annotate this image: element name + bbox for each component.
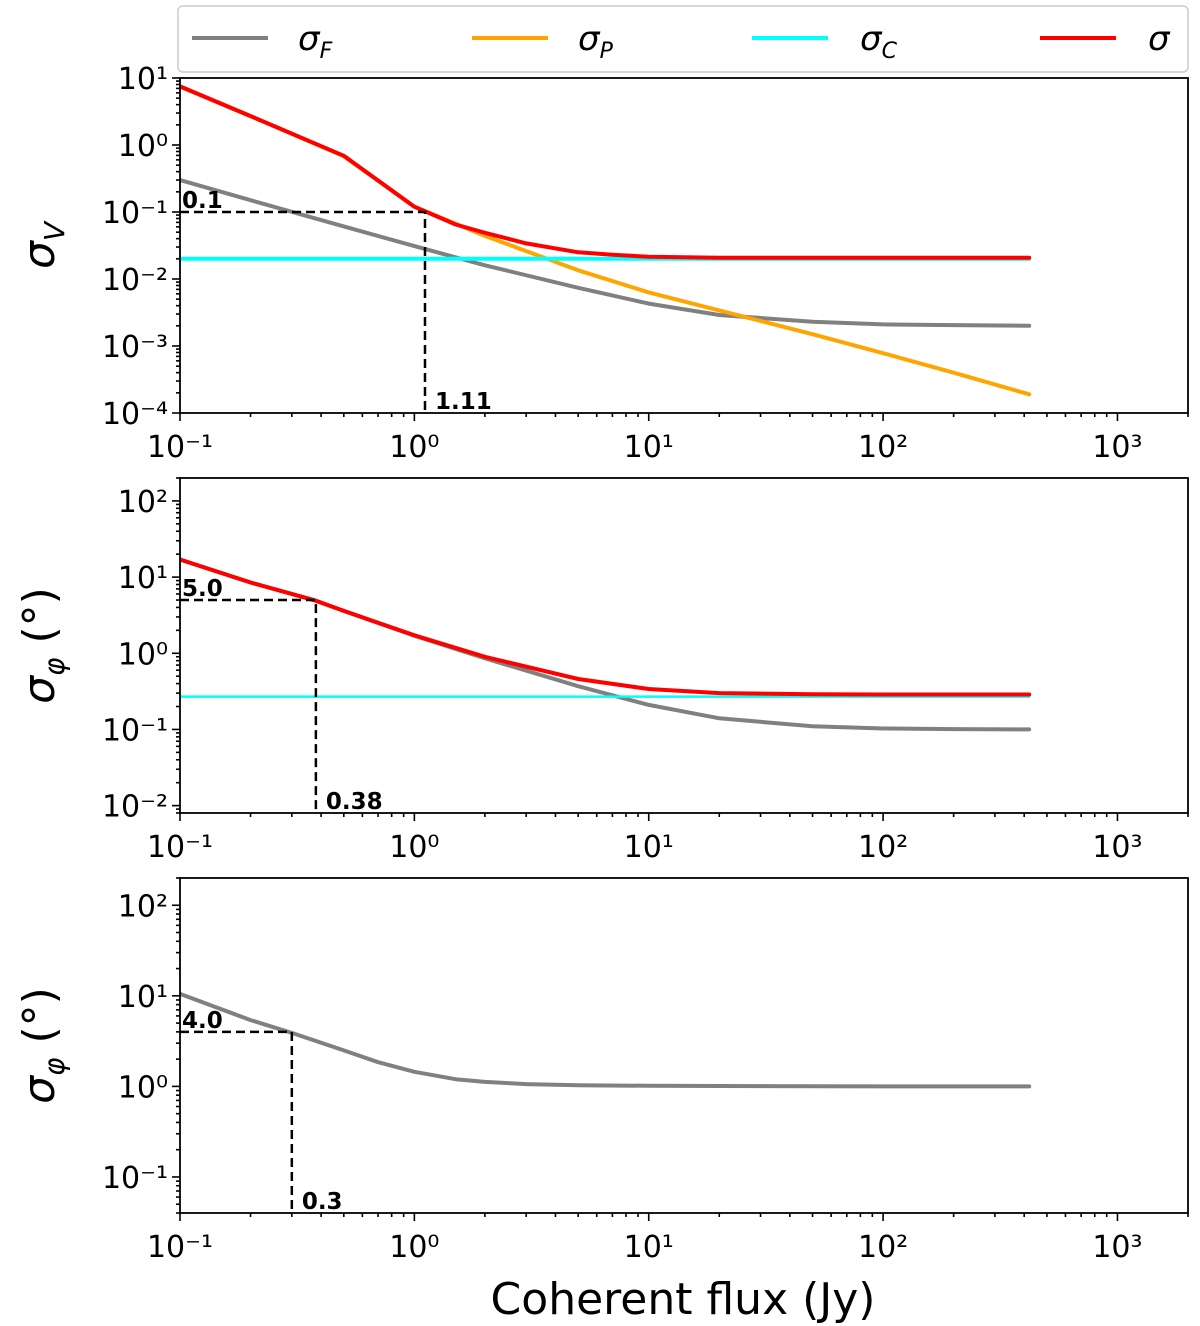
x-tick-label: 10¹ xyxy=(624,830,674,865)
y-tick-label: 10¹ xyxy=(118,980,168,1015)
x-tick-label: 10² xyxy=(858,830,908,865)
x-tick-label: 10⁻¹ xyxy=(147,1230,213,1265)
legend: σF σP σC σ xyxy=(177,5,1189,73)
x-axis-label: Coherent flux (Jy) xyxy=(491,1274,876,1325)
y-axis-label: σφ (°) xyxy=(14,587,71,704)
y-tick-label: 10⁻¹ xyxy=(102,196,168,231)
plot-frame xyxy=(179,477,1189,814)
legend-label-sigma-p: σP xyxy=(578,19,614,64)
annotation: 4.0 0.3 xyxy=(180,1008,343,1215)
plot-frame xyxy=(179,877,1189,1214)
y-tick-label: 10⁰ xyxy=(118,637,168,672)
y-tick-label: 10² xyxy=(118,889,168,924)
y-tick-label: 10⁻¹ xyxy=(102,1161,168,1196)
x-tick-label: 10³ xyxy=(1092,830,1142,865)
annotation-guide-line xyxy=(180,210,427,413)
legend-entry-sigma-f: σF xyxy=(192,19,333,64)
x-axis: 10⁻¹ 10⁰ 10¹ 10² 10³ xyxy=(147,413,1189,465)
legend-entry-sigma-p: σP xyxy=(472,19,614,64)
series-line-sigma-F xyxy=(180,178,1032,328)
x-tick-label: 10⁻¹ xyxy=(147,430,213,465)
series-line-sigma-P xyxy=(180,84,1032,397)
y-axis: 10⁻¹ 10⁰ 10¹ 10² xyxy=(102,877,180,1214)
x-tick-label: 10³ xyxy=(1092,1230,1142,1265)
x-tick-label: 10³ xyxy=(1092,430,1142,465)
legend-frame xyxy=(177,5,1189,73)
plot-frame xyxy=(179,77,1189,414)
y-tick-label: 10⁰ xyxy=(118,1070,168,1105)
y-axis-label: σV xyxy=(14,220,71,269)
annotation-guide-line xyxy=(180,1030,294,1213)
annotation: 0.1 1.11 xyxy=(180,188,492,415)
annotation-y-value: 0.1 xyxy=(182,188,223,214)
x-tick-label: 10² xyxy=(858,430,908,465)
series-group xyxy=(180,84,1032,397)
series-group xyxy=(180,991,1032,1089)
x-tick-label: 10² xyxy=(858,1230,908,1265)
x-tick-label: 10⁻¹ xyxy=(147,830,213,865)
y-tick-label: 10² xyxy=(118,485,168,520)
annotation-x-value: 0.38 xyxy=(326,789,383,815)
x-tick-label: 10⁰ xyxy=(389,1230,439,1265)
x-tick-label: 10⁰ xyxy=(389,430,439,465)
legend-label-sigma: σ xyxy=(1148,19,1171,59)
series-line-sigma xyxy=(180,557,1032,697)
x-axis: 10⁻¹ 10⁰ 10¹ 10² 10³ xyxy=(147,1213,1189,1265)
y-tick-label: 10⁻³ xyxy=(102,330,168,365)
series-line-sigma-F xyxy=(180,991,1032,1089)
series-line-sigma-F xyxy=(180,557,1032,732)
x-tick-label: 10¹ xyxy=(624,430,674,465)
y-axis: 10⁻⁴ 10⁻³ 10⁻² 10⁻¹ 10⁰ 10¹ xyxy=(102,62,180,432)
y-tick-label: 10⁰ xyxy=(118,129,168,164)
y-tick-label: 10⁻² xyxy=(102,263,168,298)
annotation-y-value: 5.0 xyxy=(182,576,223,602)
series-line-sigma xyxy=(180,84,1032,260)
y-tick-label: 10¹ xyxy=(118,62,168,97)
series-group xyxy=(180,557,1032,732)
annotation: 5.0 0.38 xyxy=(180,576,383,815)
legend-entry-sigma-c: σC xyxy=(752,19,898,64)
y-tick-label: 10⁻² xyxy=(102,790,168,825)
y-axis: 10⁻² 10⁻¹ 10⁰ 10¹ 10² xyxy=(102,477,180,825)
legend-entry-sigma: σ xyxy=(1040,19,1171,59)
panel-closure-phase-error: 4.0 0.3 10⁻¹ 10⁰ 10¹ 10² 10³ 10⁻¹ 10⁰ 10¹ 10² σφ (°… xyxy=(14,877,1189,1265)
annotation-y-value: 4.0 xyxy=(182,1008,223,1034)
x-tick-label: 10⁰ xyxy=(389,830,439,865)
legend-label-sigma-f: σF xyxy=(298,19,333,64)
y-tick-label: 10⁻⁴ xyxy=(102,397,168,432)
y-tick-label: 10¹ xyxy=(118,561,168,596)
y-tick-label: 10⁻¹ xyxy=(102,713,168,748)
x-tick-label: 10¹ xyxy=(624,1230,674,1265)
panel-phase-error: 5.0 0.38 10⁻¹ 10⁰ 10¹ 10² 10³ 10⁻² 10⁻¹ 10⁰ 10¹ 10²… xyxy=(14,477,1189,865)
annotation-x-value: 1.11 xyxy=(435,389,492,415)
x-axis: 10⁻¹ 10⁰ 10¹ 10² 10³ xyxy=(147,813,1189,865)
legend-label-sigma-c: σC xyxy=(860,19,898,64)
y-axis-label: σφ (°) xyxy=(14,987,71,1104)
annotation-guide-line xyxy=(180,598,318,813)
annotation-x-value: 0.3 xyxy=(302,1189,343,1215)
